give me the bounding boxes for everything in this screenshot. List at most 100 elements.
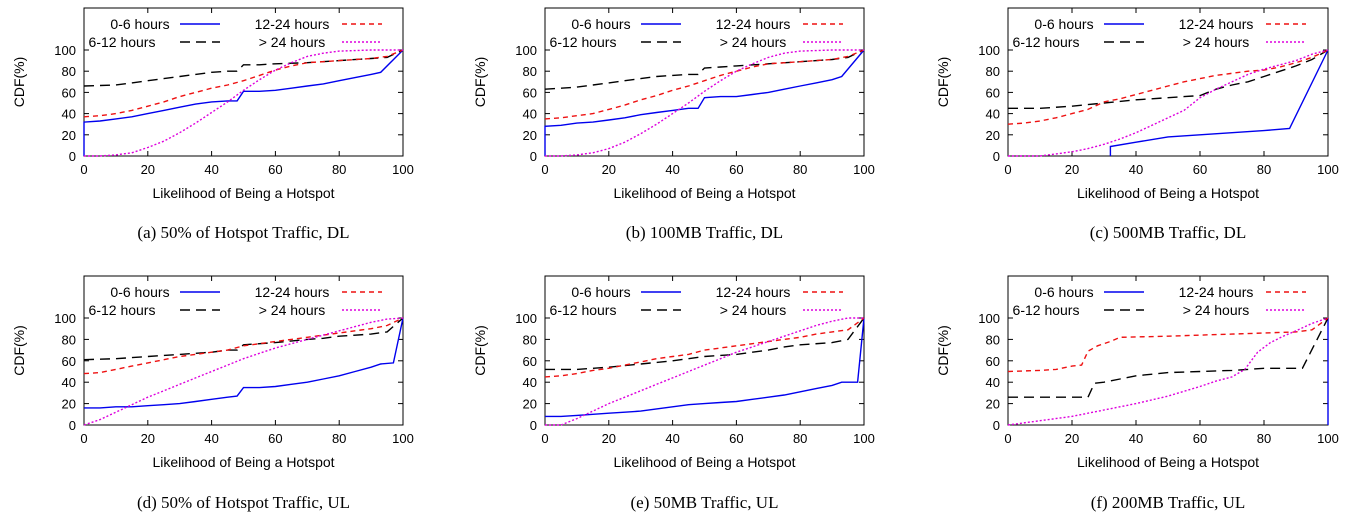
x-tick-label: 40 xyxy=(204,431,218,446)
y-tick-label: 100 xyxy=(515,311,537,326)
legend-label: 6-12 hours xyxy=(1013,34,1080,50)
x-tick-label: 20 xyxy=(141,431,155,446)
y-tick-label: 0 xyxy=(530,418,537,433)
x-tick-label: 60 xyxy=(1193,162,1207,177)
x-axis-label: Likelihood of Being a Hotspot xyxy=(1077,185,1259,201)
y-tick-label: 0 xyxy=(69,149,76,164)
legend-label: 6-12 hours xyxy=(550,34,617,50)
series-line xyxy=(83,49,404,156)
y-tick-label: 0 xyxy=(69,418,76,433)
plot-frame xyxy=(544,275,865,426)
legend-label: 0-6 hours xyxy=(1034,284,1093,300)
x-tick-label: 0 xyxy=(1004,431,1011,446)
x-tick-label: 100 xyxy=(853,162,875,177)
y-tick-label: 40 xyxy=(62,375,76,390)
y-tick-label: 100 xyxy=(54,311,76,326)
chart-caption: (b) 100MB Traffic, DL xyxy=(626,223,783,242)
x-tick-label: 40 xyxy=(665,162,679,177)
chart-panel-4: 0 20 40 60 80 100 0 20 40 60 80 100 Likelihood of Be… xyxy=(11,275,414,512)
y-tick-label: 20 xyxy=(62,128,76,143)
chart-caption: (f) 200MB Traffic, UL xyxy=(1091,493,1246,512)
x-tick-label: 100 xyxy=(1317,162,1339,177)
legend-label: 0-6 hours xyxy=(110,284,169,300)
y-tick-label: 40 xyxy=(62,107,76,122)
y-axis-label: CDF(%) xyxy=(935,325,951,376)
x-tick-label: 60 xyxy=(729,431,743,446)
y-tick-label: 60 xyxy=(986,354,1000,369)
x-tick-label: 0 xyxy=(80,162,87,177)
chart-panel-1: 0 20 40 60 80 100 0 20 40 60 80 100 Likelihood of Be… xyxy=(11,7,414,242)
x-tick-label: 40 xyxy=(204,162,218,177)
x-tick-label: 80 xyxy=(1257,431,1271,446)
y-tick-label: 80 xyxy=(523,64,537,79)
x-axis-label: Likelihood of Being a Hotspot xyxy=(1077,454,1259,470)
legend-label: 0-6 hours xyxy=(110,16,169,32)
legend-label: 0-6 hours xyxy=(571,284,630,300)
chart-panel-2: 0 20 40 60 80 100 0 20 40 60 80 100 Likelihood of Be… xyxy=(472,7,875,242)
y-tick-label: 80 xyxy=(986,332,1000,347)
y-tick-label: 40 xyxy=(986,107,1000,122)
series-line xyxy=(545,317,865,418)
chart-caption: (c) 500MB Traffic, DL xyxy=(1090,223,1246,242)
legend-label: > 24 hours xyxy=(1183,302,1250,318)
y-tick-label: 20 xyxy=(986,128,1000,143)
x-tick-label: 20 xyxy=(602,162,616,177)
plot-frame xyxy=(83,7,404,157)
y-axis-label: CDF(%) xyxy=(935,57,951,108)
x-tick-label: 40 xyxy=(665,431,679,446)
y-axis-label: CDF(%) xyxy=(472,325,488,376)
x-tick-label: 60 xyxy=(268,431,282,446)
x-axis-label: Likelihood of Being a Hotspot xyxy=(152,185,334,201)
y-tick-label: 80 xyxy=(62,64,76,79)
x-axis-label: Likelihood of Being a Hotspot xyxy=(613,185,795,201)
y-tick-label: 0 xyxy=(530,149,537,164)
series-line xyxy=(545,317,864,426)
x-tick-label: 80 xyxy=(1257,162,1271,177)
x-tick-label: 0 xyxy=(541,431,548,446)
x-tick-label: 60 xyxy=(729,162,743,177)
y-axis-label: CDF(%) xyxy=(472,57,488,108)
series-line xyxy=(83,49,404,87)
chart-caption: (d) 50% of Hotspot Traffic, UL xyxy=(137,493,350,512)
x-tick-label: 80 xyxy=(793,431,807,446)
y-tick-label: 80 xyxy=(523,332,537,347)
series-line xyxy=(545,317,865,371)
series-line xyxy=(1007,49,1329,125)
x-tick-label: 100 xyxy=(392,431,414,446)
y-axis-label: CDF(%) xyxy=(11,57,27,108)
legend-label: 6-12 hours xyxy=(89,302,156,318)
plot-frame xyxy=(83,275,404,426)
x-tick-label: 20 xyxy=(1065,162,1079,177)
y-tick-label: 100 xyxy=(978,43,1000,58)
series-line xyxy=(83,317,404,361)
x-tick-label: 100 xyxy=(1317,431,1339,446)
y-tick-label: 0 xyxy=(993,149,1000,164)
x-tick-label: 20 xyxy=(1065,431,1079,446)
legend-label: 12-24 hours xyxy=(1179,16,1254,32)
series-line xyxy=(1109,49,1329,156)
series-line xyxy=(84,317,404,409)
chart-panel-3: 0 20 40 60 80 100 0 20 40 60 80 100 Likelihood of Be… xyxy=(935,7,1339,242)
y-axis-label: CDF(%) xyxy=(11,325,27,376)
legend-label: > 24 hours xyxy=(259,302,326,318)
series-line xyxy=(83,49,404,118)
y-tick-label: 40 xyxy=(523,107,537,122)
y-tick-label: 100 xyxy=(515,43,537,58)
y-tick-label: 20 xyxy=(523,128,537,143)
series-line xyxy=(1007,317,1329,426)
x-tick-label: 0 xyxy=(80,431,87,446)
y-tick-label: 60 xyxy=(62,85,76,100)
x-tick-label: 60 xyxy=(268,162,282,177)
legend-label: 12-24 hours xyxy=(1179,284,1254,300)
series-line xyxy=(84,49,403,157)
chart-caption: (e) 50MB Traffic, UL xyxy=(631,493,779,512)
chart-panel-5: 0 20 40 60 80 100 0 20 40 60 80 100 Likelihood of Be… xyxy=(472,275,875,512)
series-line xyxy=(545,49,864,157)
x-axis-label: Likelihood of Being a Hotspot xyxy=(152,454,334,470)
y-tick-label: 80 xyxy=(986,64,1000,79)
y-tick-label: 20 xyxy=(523,397,537,412)
series-line xyxy=(83,317,404,426)
y-tick-label: 40 xyxy=(523,375,537,390)
series-line xyxy=(83,317,404,375)
